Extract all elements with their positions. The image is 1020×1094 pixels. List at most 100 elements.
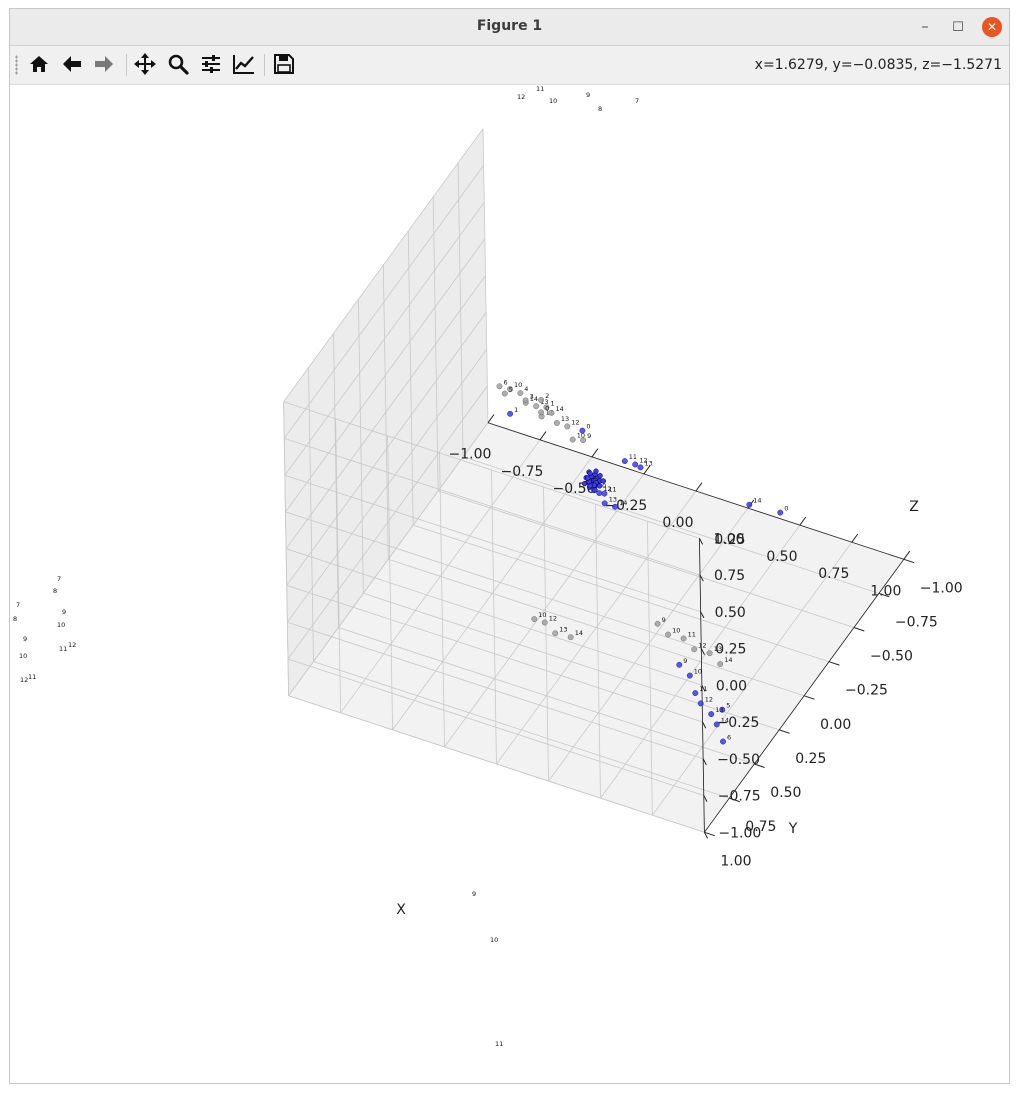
z-tick-label: 0.00 bbox=[716, 678, 747, 694]
point-label: 5 bbox=[726, 702, 730, 710]
save-button[interactable] bbox=[270, 50, 298, 78]
x-tick-mark bbox=[643, 465, 651, 475]
y-tick-mark bbox=[803, 695, 815, 700]
point-label: 9 bbox=[683, 657, 687, 665]
y-tick-label: 0.75 bbox=[745, 819, 776, 835]
cluster-point bbox=[597, 473, 603, 479]
x-tick-label: 1.00 bbox=[870, 583, 901, 599]
toolbar-separator bbox=[126, 54, 127, 76]
configure-subplots-button[interactable] bbox=[197, 50, 225, 78]
x-tick-label: 0.75 bbox=[818, 566, 849, 582]
x-tick-label: −0.75 bbox=[501, 464, 544, 480]
point-label: 13 bbox=[540, 398, 548, 406]
close-button[interactable]: ✕ bbox=[982, 17, 1002, 37]
zoom-button[interactable] bbox=[164, 50, 192, 78]
outer-point-label: 8 bbox=[13, 615, 17, 623]
pan-button[interactable] bbox=[131, 50, 159, 78]
data-point bbox=[533, 403, 540, 410]
point-label: 13 bbox=[714, 645, 722, 653]
outer-point-label: 12 bbox=[68, 641, 76, 649]
back-button[interactable] bbox=[58, 50, 86, 78]
back-gridline-z bbox=[285, 511, 702, 649]
floor-gridline-y bbox=[363, 592, 780, 731]
toolbar-grip[interactable] bbox=[15, 55, 18, 75]
minimize-icon: – bbox=[921, 19, 929, 35]
x-tick-mark bbox=[539, 431, 547, 441]
move-icon bbox=[134, 53, 156, 75]
data-point bbox=[567, 634, 574, 641]
forward-button[interactable] bbox=[90, 50, 118, 78]
outer-point-label: 10 bbox=[549, 97, 557, 105]
y-axis-label: Y bbox=[788, 821, 798, 837]
outer-point-label: 7 bbox=[57, 575, 61, 583]
y-tick-mark bbox=[853, 627, 865, 632]
z-tick-mark bbox=[700, 611, 705, 619]
data-point bbox=[654, 620, 661, 627]
side-gridline-y bbox=[358, 299, 364, 594]
magnifier-icon bbox=[168, 54, 189, 75]
point-label: 9 bbox=[587, 432, 591, 440]
home-button[interactable] bbox=[25, 50, 53, 78]
y-tick-label: −1.00 bbox=[920, 580, 963, 596]
cluster-point bbox=[592, 487, 598, 493]
z-tick-label: 0.25 bbox=[715, 642, 746, 658]
cursor-coordinates: x=1.6279, y=−0.0835, z=−1.5271 bbox=[754, 57, 1002, 73]
arrow-left-icon bbox=[63, 56, 81, 72]
back-gridline-z bbox=[284, 438, 701, 576]
point-label: 9 bbox=[662, 616, 666, 624]
y-tick-mark bbox=[729, 797, 740, 803]
edit-axes-button[interactable] bbox=[230, 50, 258, 78]
x-tick-mark bbox=[799, 516, 807, 526]
point-label: 10 bbox=[538, 611, 546, 619]
data-point bbox=[541, 619, 548, 626]
point-label: 13 bbox=[561, 415, 569, 423]
data-point bbox=[507, 410, 514, 417]
z-tick-mark bbox=[703, 795, 708, 802]
x-tick-label: 0.00 bbox=[662, 515, 693, 531]
point-label: 14 bbox=[575, 629, 583, 637]
back-gridline-x bbox=[543, 487, 549, 782]
y-tick-mark bbox=[828, 661, 840, 666]
x-tick-label: −0.25 bbox=[604, 498, 647, 514]
data-point bbox=[553, 420, 560, 426]
cluster-point bbox=[593, 468, 599, 474]
outer-point-label: 12 bbox=[20, 676, 28, 684]
plot-canvas[interactable]: −1.00 −0.75 −0.50 −0.25 0.00 0.25 0.50 0.75 1.00… bbox=[10, 85, 1009, 1083]
y-tick-mark bbox=[704, 831, 715, 837]
floor-gridline-y bbox=[388, 558, 805, 697]
point-label: 14 bbox=[721, 716, 729, 724]
data-point bbox=[720, 738, 726, 745]
side-gridline-y bbox=[333, 333, 339, 628]
data-point bbox=[777, 509, 784, 516]
x-tick-mark bbox=[695, 482, 703, 492]
outer-point-label: 9 bbox=[472, 890, 476, 898]
data-point bbox=[538, 409, 545, 416]
title-bar[interactable]: Figure 1 – ☐ ✕ bbox=[10, 9, 1009, 46]
point-label: 11 bbox=[688, 631, 696, 639]
point-label: 11 bbox=[629, 453, 637, 461]
back-gridline-z bbox=[284, 474, 701, 613]
close-icon: ✕ bbox=[986, 20, 998, 34]
point-label: 4 bbox=[524, 385, 528, 393]
navigation-toolbar: x=1.6279, y=−0.0835, z=−1.5271 bbox=[10, 46, 1009, 85]
y-tick-label: −0.75 bbox=[895, 614, 938, 630]
x-axis-label: X bbox=[396, 902, 406, 918]
outer-point-label: 9 bbox=[586, 91, 590, 99]
data-point bbox=[601, 500, 608, 507]
outer-point-label: 11 bbox=[495, 1040, 503, 1048]
point-label: 10 bbox=[694, 668, 702, 676]
y-tick-label: 0.25 bbox=[795, 751, 826, 767]
point-label: 12 bbox=[639, 457, 647, 465]
point-label: 14 bbox=[753, 497, 761, 505]
point-label: 11 bbox=[699, 685, 707, 693]
floppy-disk-icon bbox=[274, 54, 294, 74]
z-tick-label: −0.50 bbox=[717, 752, 760, 768]
maximize-button[interactable]: ☐ bbox=[948, 17, 968, 37]
point-label: 1 bbox=[550, 399, 554, 407]
y-tick-mark bbox=[878, 592, 890, 598]
z-tick-label: −1.00 bbox=[718, 825, 761, 841]
floor-gridline-x bbox=[548, 507, 749, 782]
minimize-button[interactable]: – bbox=[915, 17, 935, 37]
data-point bbox=[665, 631, 672, 638]
